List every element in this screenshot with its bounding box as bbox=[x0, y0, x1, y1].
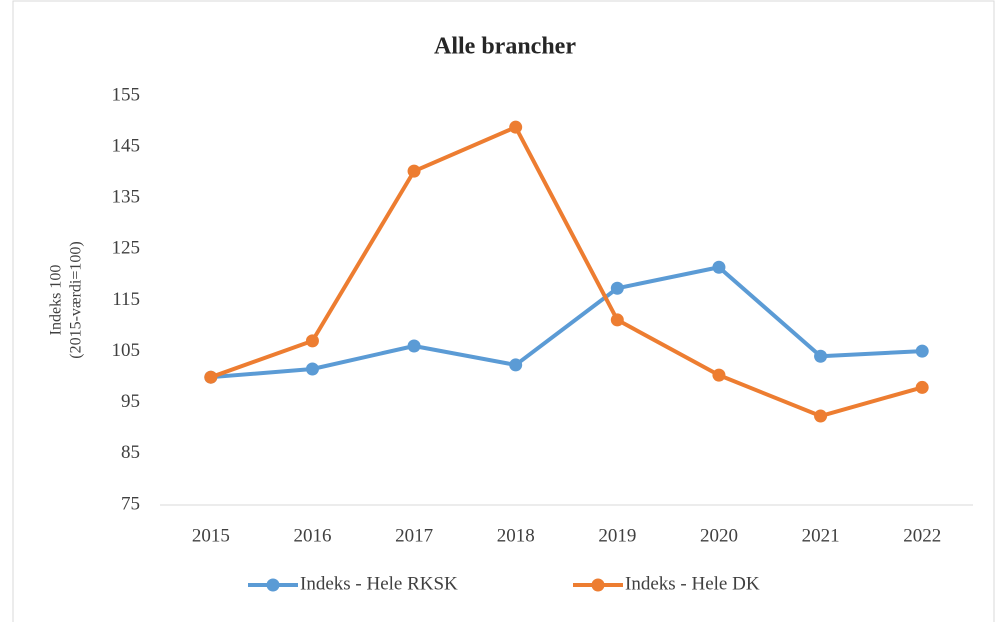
point bbox=[814, 349, 828, 363]
y-tick-label: 135 bbox=[112, 187, 141, 208]
point bbox=[509, 120, 523, 134]
point bbox=[814, 409, 828, 423]
point bbox=[204, 370, 218, 384]
x-tick-label: 2022 bbox=[903, 525, 941, 546]
y-axis-label: Indeks 100 bbox=[48, 265, 65, 336]
point bbox=[610, 281, 624, 295]
x-tick-label: 2018 bbox=[497, 525, 535, 546]
point bbox=[407, 164, 421, 178]
point bbox=[712, 260, 726, 274]
x-tick-label: 2021 bbox=[802, 525, 840, 546]
point bbox=[712, 368, 726, 382]
point bbox=[915, 344, 929, 358]
y-tick-label: 105 bbox=[112, 340, 141, 361]
point bbox=[305, 362, 319, 376]
x-tick-label: 2019 bbox=[598, 525, 636, 546]
point bbox=[305, 334, 319, 348]
y-tick-label: 95 bbox=[121, 391, 140, 412]
point bbox=[509, 358, 523, 372]
legend-marker bbox=[591, 578, 605, 592]
y-tick-label: 115 bbox=[112, 289, 140, 310]
y-tick-label: 85 bbox=[121, 442, 140, 463]
y-tick-label: 155 bbox=[112, 84, 141, 105]
legend-label: Indeks - Hele DK bbox=[625, 573, 760, 594]
x-tick-label: 2015 bbox=[192, 525, 230, 546]
x-tick-label: 2017 bbox=[395, 525, 433, 546]
y-tick-label: 145 bbox=[112, 135, 141, 156]
y-tick-label: 75 bbox=[121, 493, 140, 514]
legend-marker bbox=[266, 578, 280, 592]
y-axis-label: (2015-værdi=100) bbox=[68, 241, 85, 358]
chart-title: Alle brancher bbox=[434, 34, 576, 60]
legend-label: Indeks - Hele RKSK bbox=[300, 573, 458, 594]
y-tick-label: 125 bbox=[112, 238, 141, 259]
series-line bbox=[210, 265, 923, 380]
x-tick-label: 2016 bbox=[293, 525, 331, 546]
chart-frame bbox=[12, 0, 995, 622]
series-line bbox=[210, 125, 923, 419]
point bbox=[407, 339, 421, 353]
point bbox=[610, 313, 624, 327]
point bbox=[915, 380, 929, 394]
x-tick-label: 2020 bbox=[700, 525, 738, 546]
